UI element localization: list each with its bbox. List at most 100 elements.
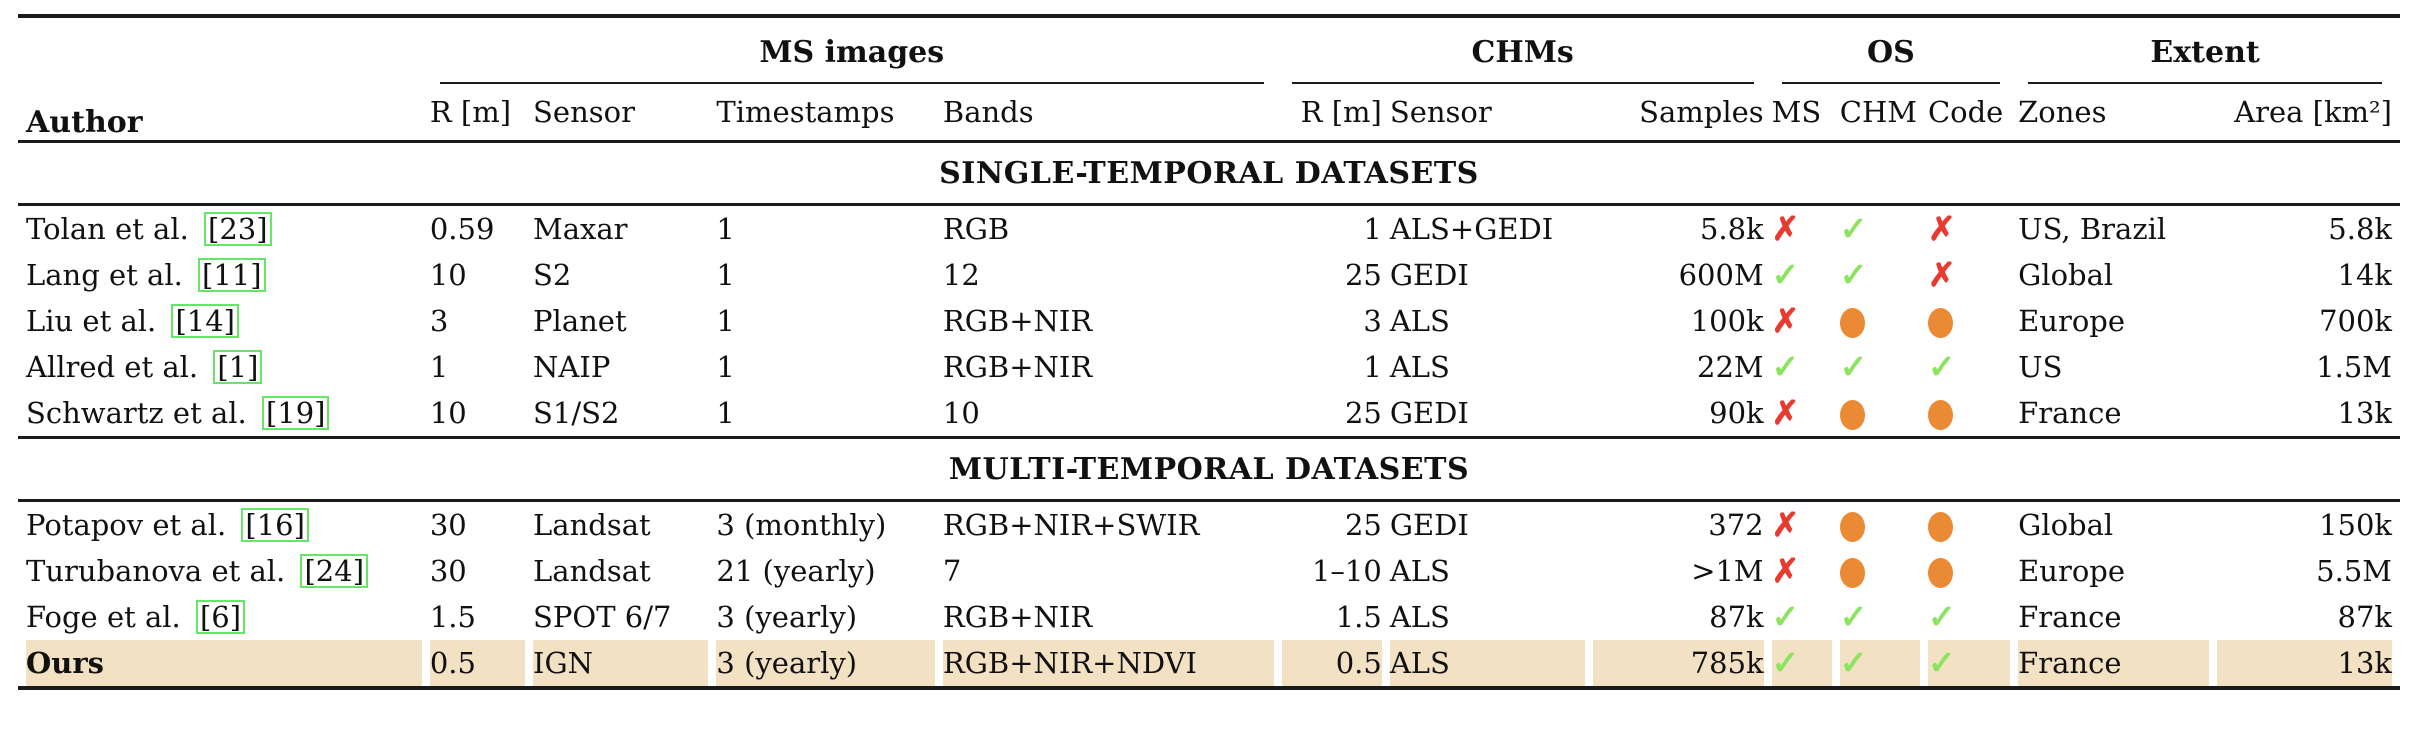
os-code-cell: ✗ [1928,252,2010,298]
column-header-author: Author [26,105,143,140]
ms-sensor-cell: Planet [533,304,627,338]
group-label-extent: Extent [2150,35,2260,70]
samples-cell: 22M [1697,350,1764,384]
area-cell: 5.5M [2316,554,2392,588]
check-icon: ✓ [1771,596,1800,636]
citation-ref[interactable]: [23] [204,211,272,247]
os-ms-cell: ✗ [1772,390,1832,436]
author-cell: Schwartz et al. [19] [26,390,422,436]
table-group-header-row: Author MS images CHMs OS Extent [26,18,2392,140]
table-row: Potapov et al. [16] 30 Landsat 3 (monthl… [26,502,2392,548]
author-cell: Foge et al. [6] [26,594,422,640]
chm-sensor-cell: ALS [1389,350,1450,384]
check-icon: ✓ [1839,346,1868,386]
column-header-ms-sensor: Sensor [533,95,635,129]
chm-resolution-cell: 1–10 [1311,554,1382,588]
ms-resolution-cell: 0.5 [429,640,526,686]
datasets-comparison-table: Author MS images CHMs OS Extent R [m] Se… [18,14,2400,690]
check-icon: ✓ [1927,346,1956,386]
citation-ref[interactable]: [11] [198,257,266,293]
zones-cell: US, Brazil [2018,212,2167,246]
chm-sensor-cell: ALS [1389,304,1450,338]
chm-resolution-cell: 25 [1344,508,1382,542]
cross-icon: ✗ [1771,392,1800,432]
author-name: Potapov et al. [26,507,227,542]
zones-cell: US [2018,350,2063,384]
chm-sensor-cell: GEDI [1389,396,1469,430]
os-ms-cell: ✓ [1772,594,1832,640]
citation-ref[interactable]: [1] [213,349,263,385]
area-cell: 14k [2337,258,2392,292]
os-ms-cell: ✓ [1771,640,1832,686]
column-header-chm-resolution: R [m] [1300,95,1382,129]
os-code-cell: ✗ [1928,206,2010,252]
bands-cell: 10 [942,396,980,430]
author-name: Foge et al. [26,599,181,634]
author-cell: Tolan et al. [23] [26,206,422,252]
author-name: Turubanova et al. [26,553,286,588]
check-icon: ✓ [1839,642,1868,682]
citation-ref[interactable]: [16] [241,507,309,543]
area-cell: 13k [2216,640,2392,686]
zones-cell: France [2018,600,2122,634]
partial-circle-icon [1839,558,1865,588]
timestamps-cell: 1 [716,212,735,246]
citation-ref[interactable]: [6] [195,599,246,635]
check-icon: ✓ [1839,596,1868,636]
cross-icon: ✗ [1771,504,1800,544]
samples-cell: 785k [1593,640,1764,686]
group-underline-os [1781,82,2001,84]
table-row: Liu et al. [14] 3 Planet 1 RGB+NIR 3 ALS… [26,298,2392,344]
citation-ref[interactable]: [19] [261,395,330,431]
timestamps-cell: 1 [716,396,735,430]
os-code-cell [1927,502,2010,548]
table-row: Turubanova et al. [24] 30 Landsat 21 (ye… [26,548,2392,594]
chm-resolution-cell: 0.5 [1281,640,1382,686]
group-header-chms: CHMs [1282,18,1764,84]
area-cell: 1.5M [2316,350,2392,384]
partial-circle-icon [1839,400,1865,430]
zones-cell: Global [2018,508,2114,542]
ms-sensor-cell: Landsat [533,554,651,588]
bands-cell: 7 [942,554,962,588]
chm-resolution-cell: 25 [1344,258,1382,292]
group-underline-chms [1291,82,1754,84]
citation-ref[interactable]: [14] [171,303,239,339]
bands-cell: RGB+NIR [942,304,1093,338]
author-cell: Liu et al. [14] [26,298,422,344]
bands-cell: RGB+NIR+NDVI [942,640,1274,686]
group-header-os: OS [1772,18,2011,84]
citation-ref[interactable]: [24] [300,553,369,589]
ms-resolution-cell: 3 [429,304,449,338]
area-cell: 13k [2337,396,2392,430]
os-code-cell: ✓ [1928,594,2010,640]
column-header-timestamps: Timestamps [716,95,895,129]
cross-icon: ✗ [1927,208,1956,248]
author-name: Lang et al. [26,257,183,292]
column-header-os-chm: CHM [1839,95,1917,129]
check-icon: ✓ [1927,642,1956,682]
table-row: Foge et al. [6] 1.5 SPOT 6/7 3 (yearly) … [26,594,2392,640]
table-row: Ours 0.5 IGN 3 (yearly) RGB+NIR+NDVI 0.5… [26,640,2392,686]
os-ms-cell: ✗ [1772,206,1832,252]
area-cell: 5.8k [2328,212,2392,246]
author-name: Ours [26,646,104,680]
column-header-ms-resolution: R [m] [429,95,512,129]
table-body: SINGLE-TEMPORAL DATASETS Tolan et al. [2… [18,140,2400,686]
group-header-extent: Extent [2018,18,2392,84]
os-code-cell: ✓ [1928,344,2010,390]
author-cell: Ours [26,640,422,686]
ms-resolution-cell: 10 [429,258,467,292]
samples-cell: 372 [1708,508,1764,542]
ms-sensor-cell: IGN [533,640,709,686]
timestamps-cell: 1 [716,350,735,384]
ms-resolution-cell: 30 [429,508,467,542]
timestamps-cell: 1 [716,304,735,338]
check-icon: ✓ [1771,346,1800,386]
group-underline-extent [2028,82,2382,84]
cross-icon: ✗ [1771,208,1800,248]
group-label-ms-images: MS images [759,35,945,70]
chm-resolution-cell: 1 [1363,350,1382,384]
bands-cell: RGB+NIR+SWIR [942,508,1200,542]
section-title: SINGLE-TEMPORAL DATASETS [939,155,1479,191]
